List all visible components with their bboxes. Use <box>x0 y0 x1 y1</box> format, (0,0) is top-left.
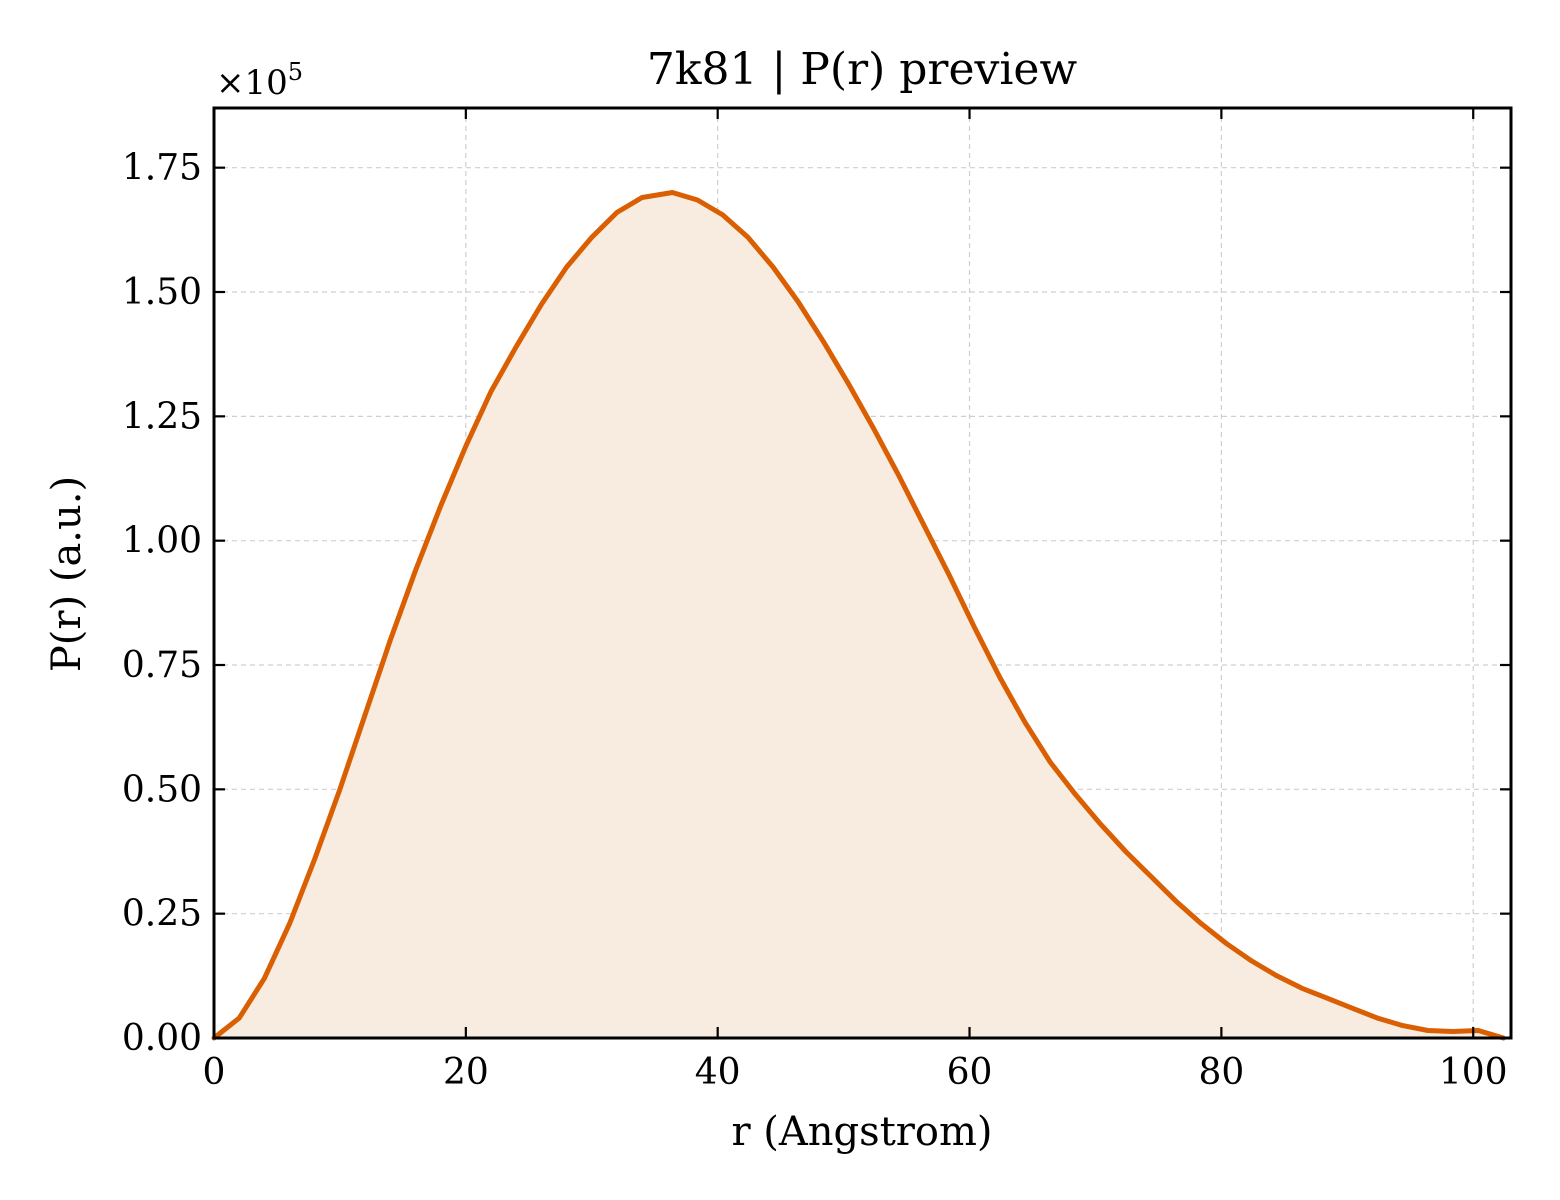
y-tick-label: 1.75 <box>122 148 202 189</box>
y-multiplier-exponent: 5 <box>288 58 303 86</box>
pr-area-fill <box>214 192 1504 1038</box>
chart-title: 7k81 | P(r) preview <box>647 44 1078 95</box>
x-tick-label: 20 <box>443 1052 489 1093</box>
y-multiplier-base: ×10 <box>216 63 288 103</box>
y-tick-label: 0.50 <box>122 769 202 810</box>
y-tick-label: 0.00 <box>122 1018 202 1059</box>
x-tick-label: 0 <box>203 1052 226 1093</box>
y-tick-label: 1.50 <box>122 272 202 313</box>
x-tick-label: 80 <box>1198 1052 1244 1093</box>
y-tick-label: 1.25 <box>122 396 202 437</box>
x-tick-label: 60 <box>947 1052 993 1093</box>
y-tick-label: 1.00 <box>122 521 202 562</box>
x-tick-label: 40 <box>695 1052 741 1093</box>
y-tick-label: 0.75 <box>122 645 202 686</box>
y-tick-label: 0.25 <box>122 894 202 935</box>
y-axis-label: P(r) (a.u.) <box>44 476 90 672</box>
x-tick-label: 100 <box>1439 1052 1508 1093</box>
ticks-layer: 0 20 40 60 80 100 0.00 0.25 0.50 0.75 1.00 1.25 1.50… <box>122 108 1511 1093</box>
x-axis-label: r (Angstrom) <box>731 1109 992 1155</box>
pr-series-line <box>211 190 1506 1041</box>
y-multiplier: ×105 <box>216 58 303 103</box>
plot-frame <box>212 106 1513 1040</box>
